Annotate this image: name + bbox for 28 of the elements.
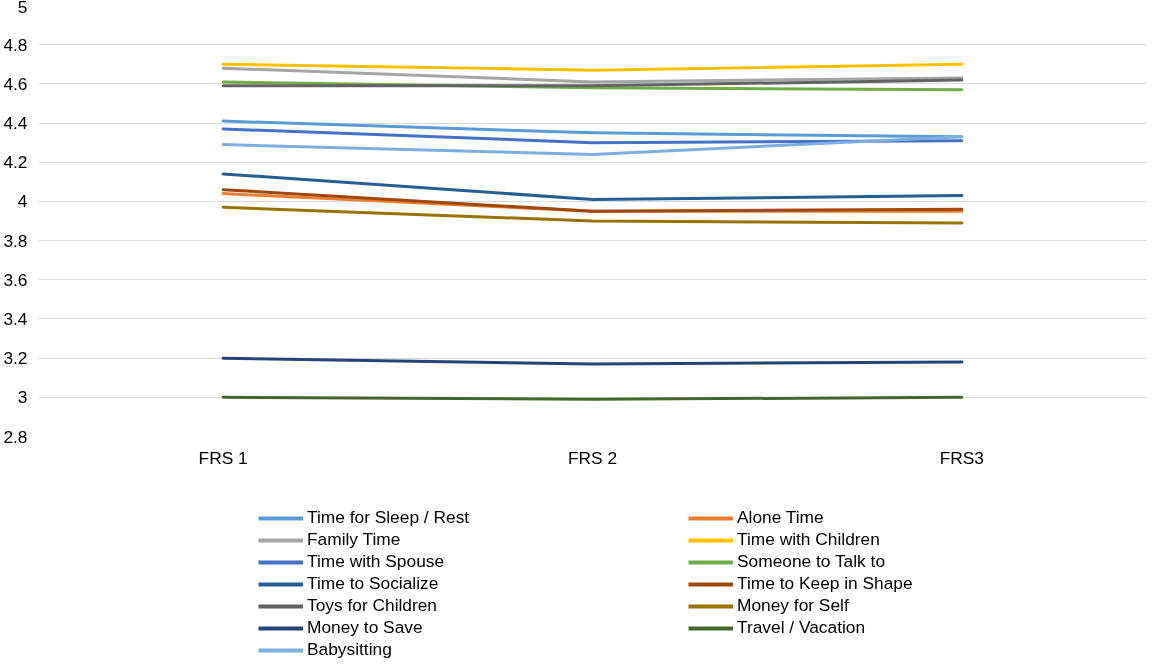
x-tick-label: FRS 1	[198, 447, 248, 468]
x-tick-label: FRS 2	[567, 447, 618, 468]
legend-label: Time to Socialize	[307, 573, 440, 594]
legend-label: Time with Children	[737, 529, 881, 550]
y-tick-label: 3.4	[3, 308, 28, 329]
y-tick-label: 3.8	[3, 230, 28, 251]
legend-label: Toys for Children	[307, 595, 438, 616]
y-tick-label: 3	[17, 387, 28, 408]
y-tick-label: 3.2	[3, 348, 28, 369]
legend-label: Time to Keep in Shape	[737, 573, 914, 594]
y-tick-label: 5	[17, 0, 28, 17]
y-tick-label: 4.4	[3, 113, 28, 134]
legend-label: Family Time	[307, 529, 402, 550]
legend-label: Time for Sleep / Rest	[307, 507, 471, 528]
y-tick-label: 2.8	[3, 426, 28, 447]
legend-label: Travel / Vacation	[737, 617, 867, 638]
legend-label: Money for Self	[737, 595, 850, 616]
y-tick-label: 4.6	[3, 73, 28, 94]
legend-label: Alone Time	[737, 507, 825, 528]
y-tick-label: 4.2	[3, 152, 28, 173]
y-tick-label: 4.8	[3, 34, 28, 55]
legend-label: Babysitting	[307, 639, 393, 660]
legend-label: Someone to Talk to	[737, 551, 887, 572]
legend-label: Money to Save	[307, 617, 424, 638]
y-tick-label: 4	[17, 191, 28, 212]
x-tick-label: FRS3	[939, 447, 984, 468]
legend-label: Time with Spouse	[307, 551, 446, 572]
y-tick-label: 3.6	[3, 269, 28, 290]
